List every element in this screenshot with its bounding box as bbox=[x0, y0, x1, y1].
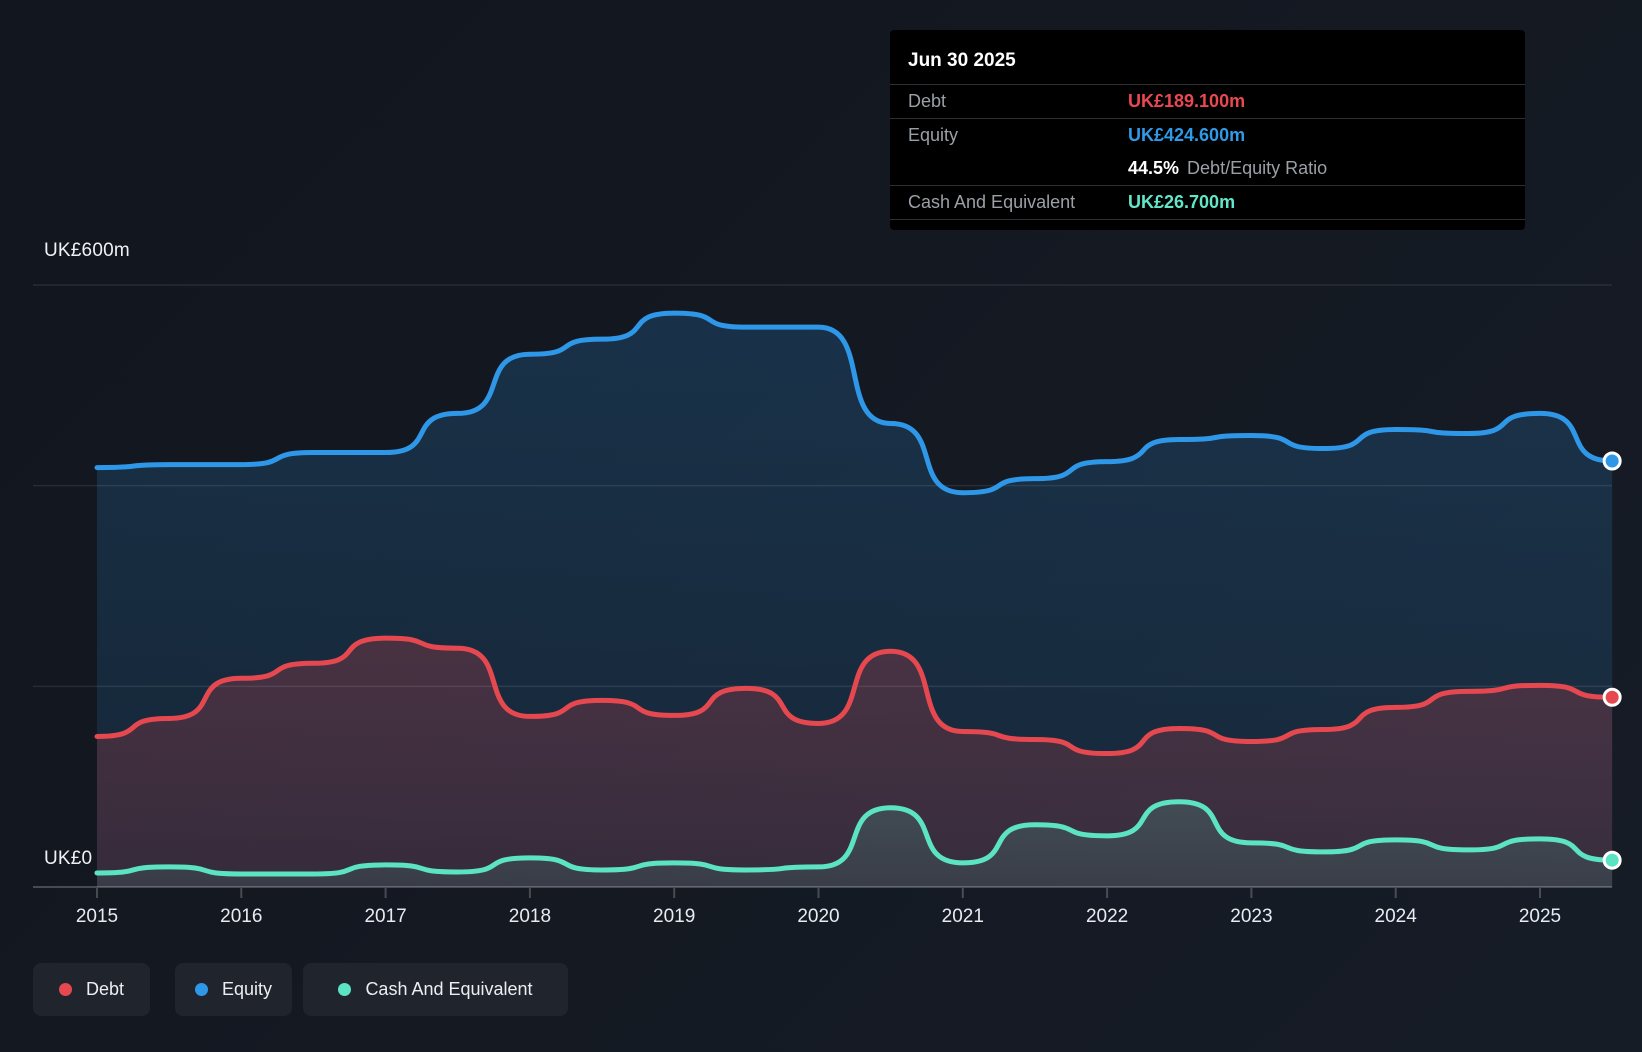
tooltip-cash-label: Cash And Equivalent bbox=[908, 192, 1128, 213]
end-marker-equity[interactable] bbox=[1604, 453, 1620, 469]
legend-debt-label: Debt bbox=[86, 979, 124, 1000]
y-axis-label-600m: UK£600m bbox=[44, 240, 130, 262]
tooltip-row-equity: Equity UK£424.600m bbox=[890, 118, 1525, 152]
y-axis-label-zero: UK£0 bbox=[44, 848, 92, 870]
end-marker-debt[interactable] bbox=[1604, 689, 1620, 705]
tooltip-ratio-label: Debt/Equity Ratio bbox=[1187, 158, 1327, 178]
x-axis-label-2020: 2020 bbox=[797, 906, 839, 927]
chart-tooltip: Jun 30 2025 Debt UK£189.100m Equity UK£4… bbox=[890, 30, 1525, 230]
legend-item-cash[interactable]: Cash And Equivalent bbox=[303, 963, 568, 1016]
chart-legend: Debt Equity Cash And Equivalent bbox=[0, 963, 1642, 1023]
tooltip-date: Jun 30 2025 bbox=[890, 40, 1525, 84]
debt-dot-icon bbox=[59, 983, 72, 996]
tooltip-row-cash: Cash And Equivalent UK£26.700m bbox=[890, 185, 1525, 219]
x-axis-label-2017: 2017 bbox=[364, 906, 406, 927]
tooltip-row-ratio: 44.5% Debt/Equity Ratio bbox=[890, 152, 1525, 185]
tooltip-debt-label: Debt bbox=[908, 91, 1128, 112]
legend-equity-label: Equity bbox=[222, 979, 272, 1000]
x-axis-label-2019: 2019 bbox=[653, 906, 695, 927]
x-axis-label-2025: 2025 bbox=[1519, 906, 1561, 927]
x-axis-label-2023: 2023 bbox=[1230, 906, 1272, 927]
equity-dot-icon bbox=[195, 983, 208, 996]
tooltip-equity-value: UK£424.600m bbox=[1128, 125, 1245, 146]
cash-dot-icon bbox=[338, 983, 351, 996]
x-axis-label-2015: 2015 bbox=[76, 906, 118, 927]
x-axis-label-2016: 2016 bbox=[220, 906, 262, 927]
tooltip-row-debt: Debt UK£189.100m bbox=[890, 84, 1525, 118]
end-marker-cash-and-equivalent[interactable] bbox=[1604, 852, 1620, 868]
tooltip-cash-value: UK£26.700m bbox=[1128, 192, 1235, 213]
x-axis-label-2024: 2024 bbox=[1375, 906, 1418, 927]
tooltip-ratio-value: 44.5% bbox=[1128, 158, 1179, 178]
x-axis-label-2022: 2022 bbox=[1086, 906, 1128, 927]
tooltip-bottom-border bbox=[890, 219, 1525, 228]
legend-item-debt[interactable]: Debt bbox=[33, 963, 150, 1016]
x-axis-label-2021: 2021 bbox=[942, 906, 984, 927]
x-axis-label-2018: 2018 bbox=[509, 906, 551, 927]
tooltip-equity-label: Equity bbox=[908, 125, 1128, 146]
legend-item-equity[interactable]: Equity bbox=[175, 963, 292, 1016]
tooltip-debt-value: UK£189.100m bbox=[1128, 91, 1245, 112]
legend-cash-label: Cash And Equivalent bbox=[365, 979, 532, 1000]
